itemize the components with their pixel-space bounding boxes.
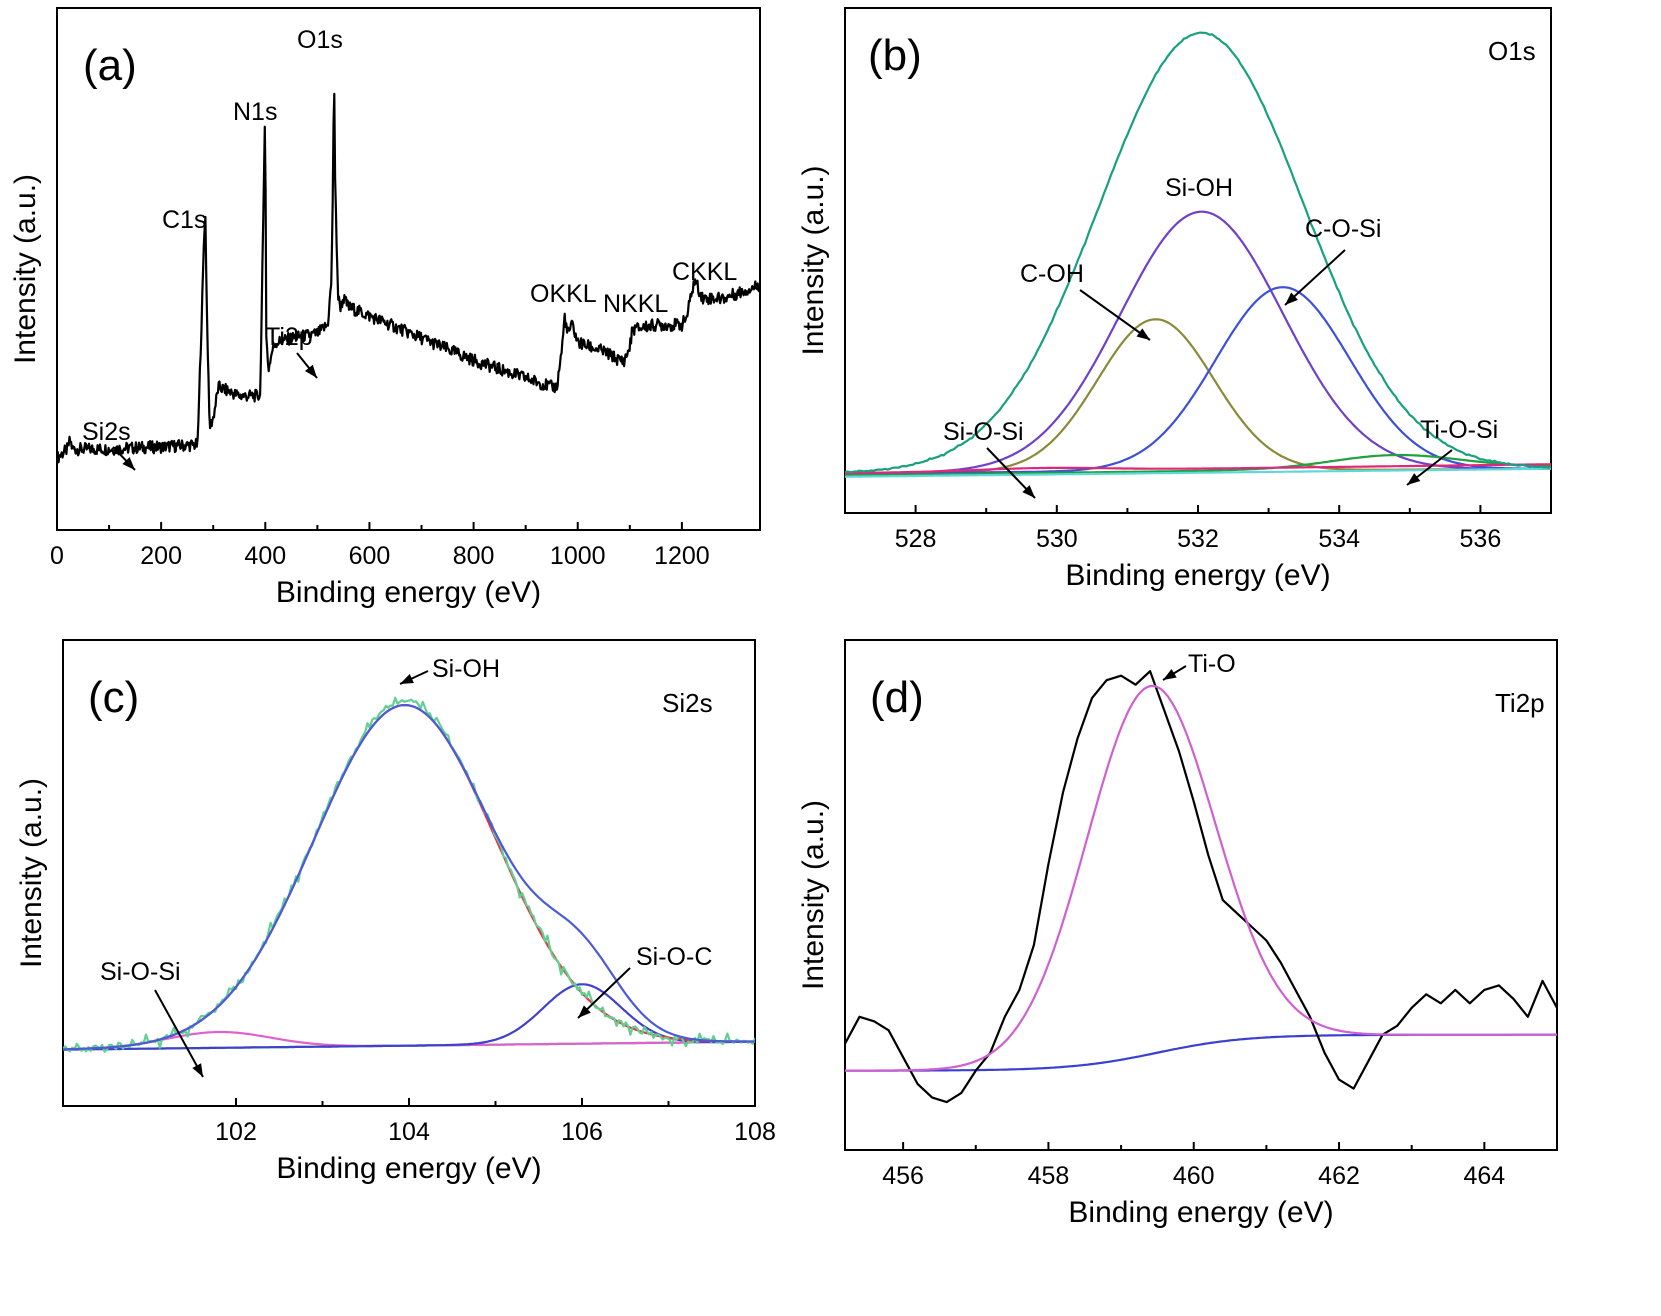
series-line-1 <box>845 670 1557 1104</box>
peak-label: C1s <box>162 206 206 234</box>
arrow-head <box>578 1005 591 1018</box>
series-line-5 <box>845 467 1551 478</box>
arrow-head <box>122 457 135 470</box>
panel-label: (b) <box>868 31 922 80</box>
x-tick-label: 534 <box>1318 525 1360 553</box>
region-label: O1s <box>1488 36 1536 66</box>
series-line-0 <box>57 92 760 465</box>
peak-label: O1s <box>297 26 343 54</box>
series-group <box>63 696 755 1053</box>
y-axis-title: Intensity (a.u.) <box>15 778 48 968</box>
series-line-c-o-si <box>845 286 1551 475</box>
x-tick-label: 462 <box>1318 1162 1360 1190</box>
x-tick-label: 106 <box>561 1118 603 1146</box>
panel-d: 456 458 460 462 464 Binding energy (eV) Intens… <box>797 639 1558 1229</box>
peak-label: Si-O-Si <box>100 958 181 986</box>
x-tick-label: 102 <box>215 1118 257 1146</box>
annotation-arrow <box>154 989 204 1078</box>
series-group <box>57 92 760 465</box>
x-tick-label: 104 <box>388 1118 430 1146</box>
x-axis-title: Binding energy (eV) <box>1068 1196 1333 1229</box>
series-line-6 <box>845 31 1551 474</box>
series-line-ti-o-si <box>845 453 1551 477</box>
peak-label: Si-O-C <box>636 943 712 971</box>
peak-label: Ti-O-Si <box>1420 416 1498 444</box>
arrow-head <box>400 673 414 684</box>
x-tick-label: 458 <box>1028 1162 1070 1190</box>
x-tick-label: 456 <box>882 1162 924 1190</box>
peak-label: Si-OH <box>432 655 500 683</box>
panel-c: 102 104 106 108 Binding energy (eV) Intensity… <box>15 639 776 1185</box>
peak-label: Si2s <box>82 418 131 446</box>
series-line-5 <box>63 704 755 1051</box>
x-tick-label: 460 <box>1173 1162 1215 1190</box>
x-tick-label: 464 <box>1463 1162 1505 1190</box>
annotation-arrow <box>1079 289 1151 341</box>
y-axis-title: Intensity (a.u.) <box>9 174 42 364</box>
x-tick-label: 800 <box>453 542 495 570</box>
peak-label: Ti2p <box>265 323 313 351</box>
peak-label: C-OH <box>1020 260 1084 288</box>
series-group <box>845 670 1557 1104</box>
peak-label: Si-OH <box>1165 174 1233 202</box>
arrow-head <box>304 364 317 378</box>
series-line-2 <box>845 684 1557 1072</box>
peak-label: N1s <box>233 98 277 126</box>
y-axis-title: Intensity (a.u.) <box>797 800 830 990</box>
x-tick-label: 1200 <box>654 542 710 570</box>
plot-frame <box>844 639 1558 1151</box>
panel-label: (d) <box>870 673 924 722</box>
series-line-si-oh <box>63 704 755 1051</box>
region-label: Ti2p <box>1495 688 1545 718</box>
peak-label: Ti-O <box>1188 650 1236 678</box>
x-tick-label: 536 <box>1460 525 1502 553</box>
x-tick-label: 530 <box>1036 525 1078 553</box>
x-axis-title: Binding energy (eV) <box>276 576 541 609</box>
arrow-head <box>1285 292 1298 305</box>
x-tick-label: 108 <box>734 1118 776 1146</box>
arrow-head <box>1407 473 1421 485</box>
panel-label: (a) <box>83 41 137 90</box>
peak-label: NKKL <box>603 290 668 318</box>
arrow-head <box>192 1063 203 1077</box>
plot-frame <box>56 7 761 531</box>
x-tick-label: 532 <box>1177 525 1219 553</box>
peak-label: OKKL <box>530 280 597 308</box>
peak-label: CKKL <box>672 258 737 286</box>
panel-label: (c) <box>88 673 139 722</box>
y-axis-title: Intensity (a.u.) <box>797 165 830 355</box>
x-axis-title: Binding energy (eV) <box>276 1152 541 1185</box>
x-axis-title: Binding energy (eV) <box>1065 559 1330 592</box>
peak-label: Si-O-Si <box>943 418 1024 446</box>
annotation-arrow <box>1284 249 1346 306</box>
x-tick-label: 400 <box>244 542 286 570</box>
series-line-si-o-c <box>63 983 755 1051</box>
x-tick-label: 600 <box>349 542 391 570</box>
x-tick-label: 1000 <box>550 542 606 570</box>
x-tick-label: 528 <box>895 525 937 553</box>
peak-label: C-O-Si <box>1305 215 1381 243</box>
x-tick-label: 0 <box>50 542 64 570</box>
panel-b: 528 530 532 534 536 Binding energy (eV) Intens… <box>797 7 1552 592</box>
series-group <box>845 31 1551 478</box>
arrow-head <box>1136 328 1150 340</box>
region-label: Si2s <box>662 688 713 718</box>
x-tick-label: 200 <box>140 542 182 570</box>
panel-a: 0 200 400 600 800 1000 1200 Binding energy (eV)… <box>9 7 761 609</box>
series-line-0 <box>845 1033 1557 1072</box>
series-line-4 <box>63 696 755 1053</box>
arrow-head <box>1022 485 1035 498</box>
arrow-head <box>1163 668 1177 680</box>
